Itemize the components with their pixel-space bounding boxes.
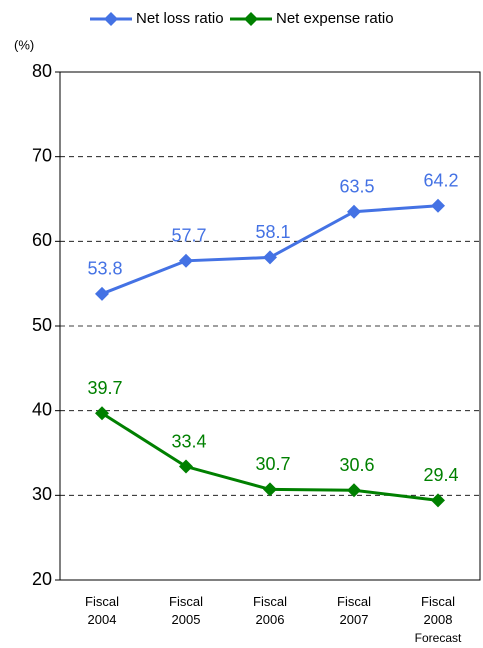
point-marker xyxy=(431,493,445,508)
x-tick-line: 2006 xyxy=(256,612,285,627)
data-label: 53.8 xyxy=(87,259,122,279)
x-tick-line: Fiscal xyxy=(169,594,203,609)
x-tick-label: Fiscal 2006 xyxy=(253,594,287,627)
x-tick-label: Fiscal 2005 xyxy=(169,594,203,627)
data-label: 57.7 xyxy=(171,226,206,246)
x-tick-line: Fiscal xyxy=(337,594,371,609)
point-marker xyxy=(431,198,445,213)
point-marker xyxy=(179,459,193,474)
x-tick-line: 2004 xyxy=(88,612,117,627)
y-tick-label: 20 xyxy=(32,569,52,589)
y-tick-label: 30 xyxy=(32,484,52,504)
y-tick-label: 70 xyxy=(32,145,52,165)
legend-label: Net loss ratio xyxy=(136,10,224,27)
y-tick-label: 40 xyxy=(32,399,52,419)
x-tick-line: 2008 xyxy=(424,612,453,627)
x-tick-line: Forecast xyxy=(415,631,462,645)
legend-marker xyxy=(104,12,118,26)
y-unit: (%) xyxy=(14,37,34,52)
data-label: 39.7 xyxy=(87,378,122,398)
point-marker xyxy=(179,253,193,268)
y-tick-label: 50 xyxy=(32,315,52,335)
x-tick-label: Fiscal 2007 xyxy=(337,594,371,627)
data-label: 64.2 xyxy=(423,171,458,191)
x-tick-line: Fiscal xyxy=(85,594,119,609)
x-tick-line: Fiscal xyxy=(421,594,455,609)
plot-border xyxy=(59,71,481,581)
legend-marker xyxy=(244,12,258,26)
point-marker xyxy=(347,204,361,219)
x-tick-line: Fiscal xyxy=(253,594,287,609)
x-tick-line: 2007 xyxy=(340,612,369,627)
y-tick-label: 80 xyxy=(32,61,52,81)
legend-label: Net expense ratio xyxy=(276,10,394,27)
data-label: 30.6 xyxy=(339,455,374,475)
y-tick-label: 60 xyxy=(32,230,52,250)
point-marker xyxy=(263,250,277,265)
data-label: 33.4 xyxy=(171,431,206,451)
data-label: 30.7 xyxy=(255,454,290,474)
data-label: 29.4 xyxy=(423,465,458,485)
series-line xyxy=(101,204,439,296)
point-marker xyxy=(347,483,361,498)
data-label: 63.5 xyxy=(339,176,374,196)
x-tick-label: Fiscal 2008 Forecast xyxy=(415,594,462,645)
x-tick-line: 2005 xyxy=(172,612,201,627)
x-tick-label: Fiscal 2004 xyxy=(85,594,119,627)
data-label: 58.1 xyxy=(255,222,290,242)
point-marker xyxy=(95,286,109,301)
point-marker xyxy=(263,482,277,497)
point-marker xyxy=(95,406,109,421)
